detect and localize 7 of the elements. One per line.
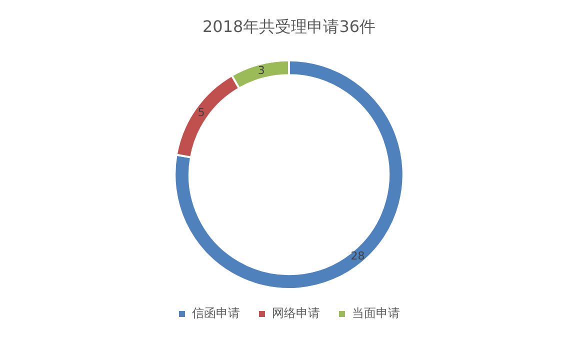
- legend-label: 当面申请: [352, 306, 400, 320]
- data-label: 28: [350, 249, 365, 262]
- legend-label: 信函申请: [192, 306, 240, 320]
- legend-label: 网络申请: [272, 306, 320, 320]
- data-label: 5: [198, 106, 205, 120]
- data-label: 3: [258, 64, 265, 78]
- chart-title: 2018年共受理申请36件: [202, 16, 376, 36]
